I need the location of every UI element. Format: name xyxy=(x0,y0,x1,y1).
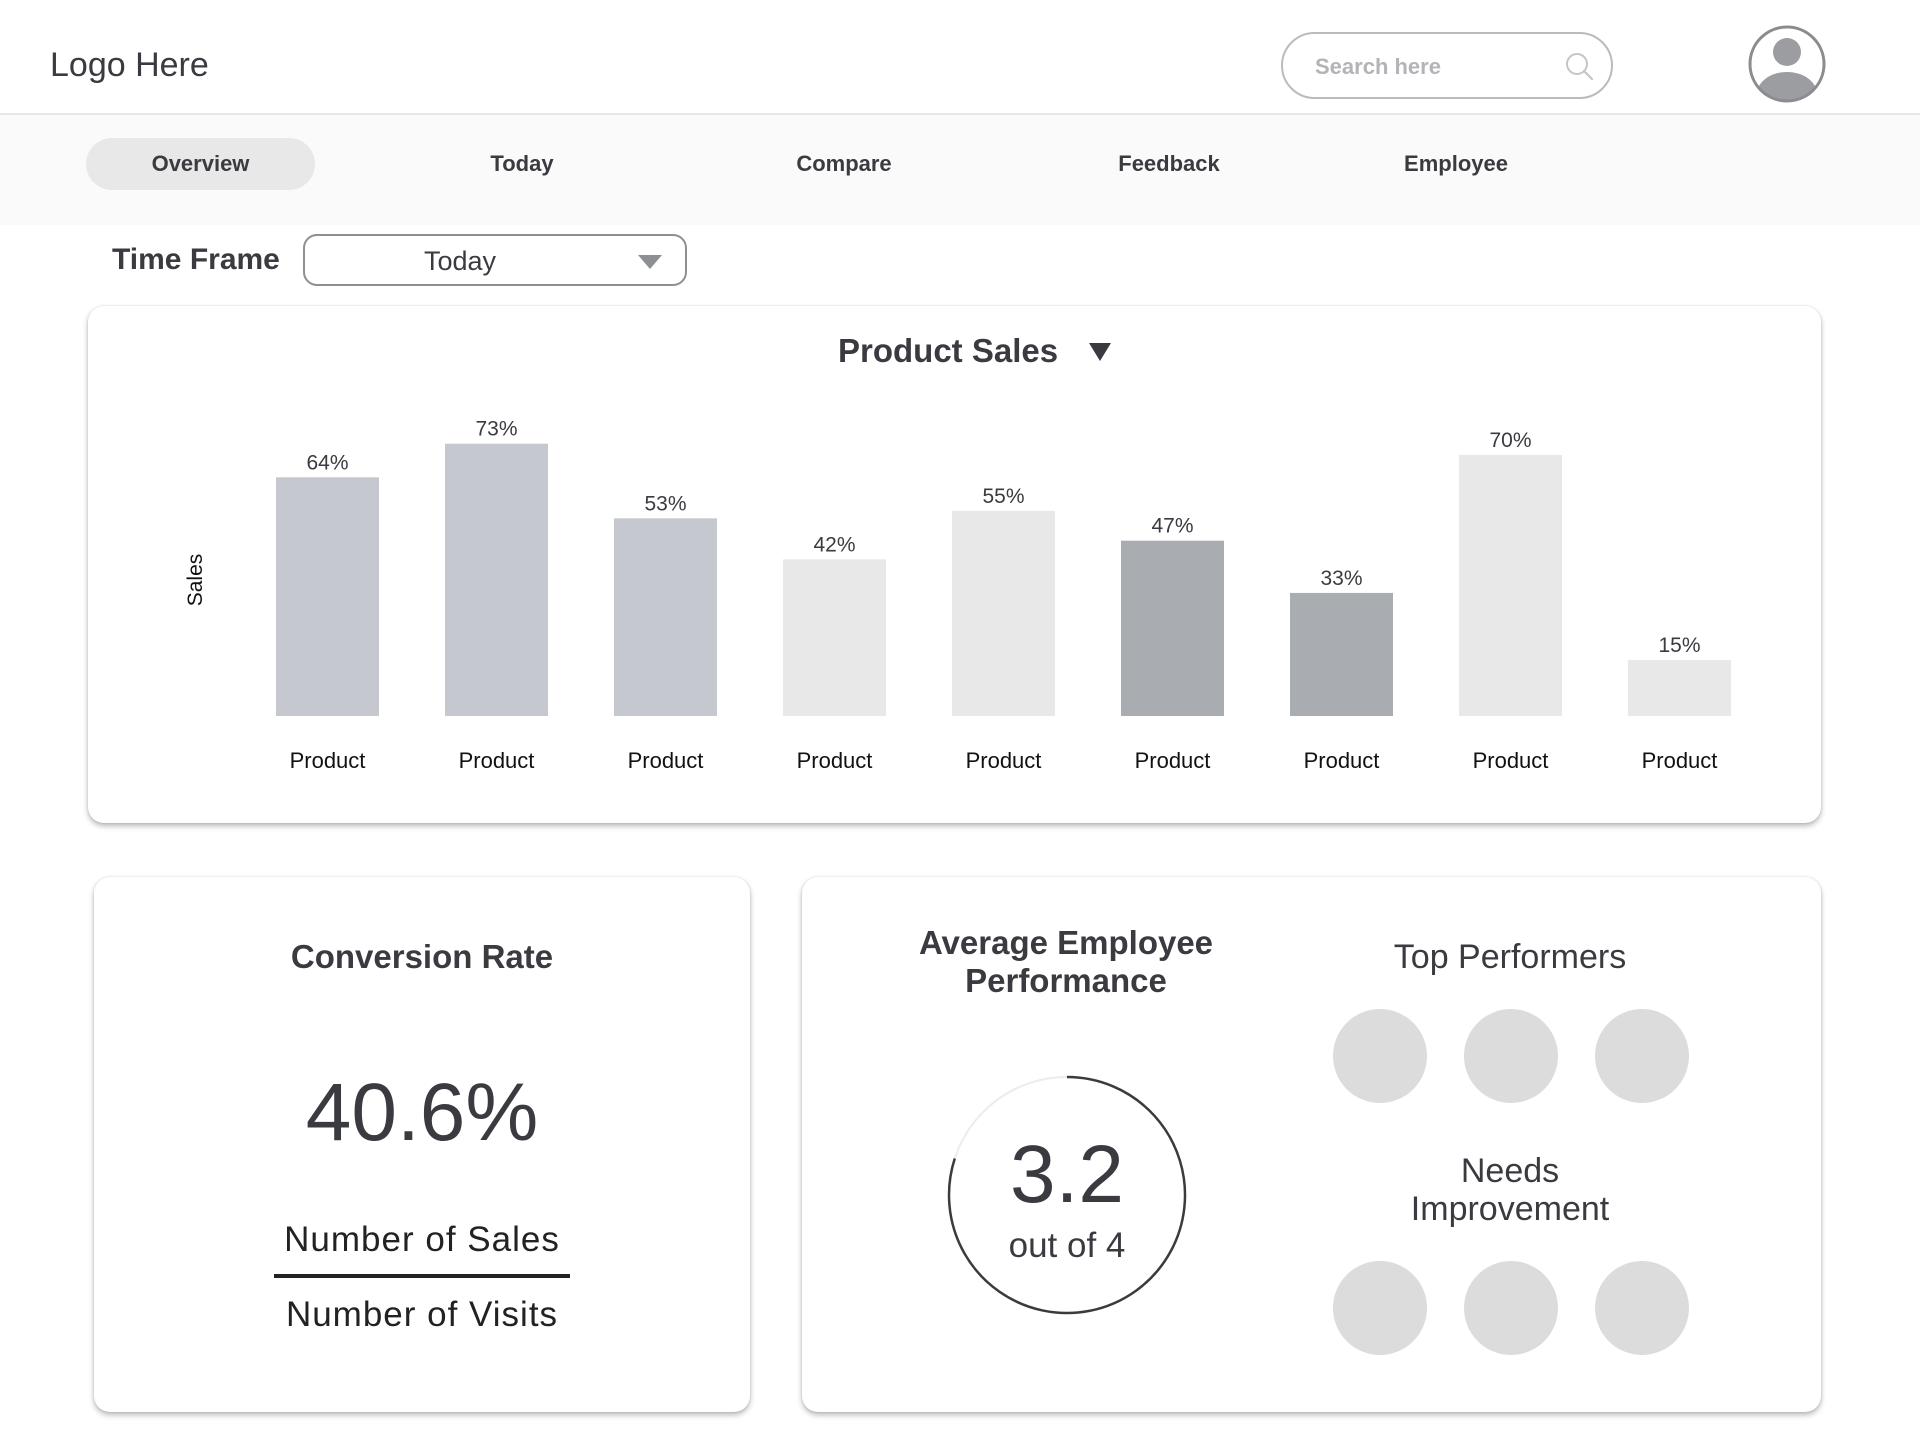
conversion-rate-card xyxy=(94,877,750,1412)
tab-feedback[interactable]: Feedback xyxy=(1118,151,1220,176)
search-box[interactable] xyxy=(1281,32,1613,99)
performance-title: Average Employee Performance xyxy=(866,924,1266,1000)
performance-title-line1: Average Employee xyxy=(918,924,1214,961)
tab-today[interactable]: Today xyxy=(490,151,554,176)
product-sales-chart: Sales 64% Product 73% Product 53% Product 42% P… xyxy=(184,418,1731,773)
chart-title: Product Sales xyxy=(838,332,1059,369)
time-frame-select[interactable]: Today xyxy=(303,234,687,286)
bar-value-label-4: 42% xyxy=(813,533,855,556)
chart-dropdown-icon[interactable] xyxy=(1087,340,1113,364)
performance-title-line2: Performance xyxy=(965,962,1167,999)
chart-y-axis-label: Sales xyxy=(184,554,207,607)
top-performer-avatar[interactable] xyxy=(1595,1009,1689,1103)
category-label-9: Product xyxy=(1642,748,1718,773)
top-performers-title: Top Performers xyxy=(1393,938,1627,976)
performance-score-unit: out of 4 xyxy=(1008,1226,1126,1265)
conversion-numerator: Number of Sales xyxy=(284,1220,560,1259)
time-frame-label: Time Frame xyxy=(112,243,280,276)
bar-value-label-6: 47% xyxy=(1151,515,1193,538)
bar-5[interactable] xyxy=(952,510,1055,716)
bar-value-label-8: 70% xyxy=(1489,429,1531,452)
performance-gauge-arc xyxy=(947,1075,1187,1315)
bar-value-label-2: 73% xyxy=(475,418,517,441)
time-frame-value: Today xyxy=(423,246,497,276)
category-label-3: Product xyxy=(628,748,704,773)
category-label-4: Product xyxy=(797,748,873,773)
performance-score: 3.2 xyxy=(1010,1129,1124,1220)
needs-improvement-avatar[interactable] xyxy=(1595,1261,1689,1355)
nav-bar: Overview Today Compare Feedback Employee xyxy=(0,115,1920,225)
category-label-2: Product xyxy=(459,748,535,773)
bar-value-label-7: 33% xyxy=(1320,567,1362,590)
category-label-8: Product xyxy=(1473,748,1549,773)
conversion-rate-title: Conversion Rate xyxy=(290,938,554,975)
bar-6[interactable] xyxy=(1121,540,1224,716)
category-label-1: Product xyxy=(290,748,366,773)
bar-value-label-3: 53% xyxy=(644,492,686,515)
bar-7[interactable] xyxy=(1290,592,1393,716)
bar-value-label-9: 15% xyxy=(1658,634,1700,657)
bar-9[interactable] xyxy=(1628,660,1731,716)
logo[interactable]: Logo Here xyxy=(50,46,209,84)
needs-improvement-avatar[interactable] xyxy=(1333,1261,1427,1355)
top-performer-avatar[interactable] xyxy=(1333,1009,1427,1103)
needs-improvement-line1: Needs xyxy=(1460,1152,1560,1190)
needs-improvement-title: Needs Improvement xyxy=(1330,1152,1690,1228)
tab-compare[interactable]: Compare xyxy=(796,151,892,176)
needs-improvement-line2: Improvement xyxy=(1410,1190,1610,1228)
category-label-6: Product xyxy=(1135,748,1211,773)
bar-4[interactable] xyxy=(783,559,886,716)
bar-8[interactable] xyxy=(1459,454,1562,716)
user-avatar-icon[interactable] xyxy=(1747,24,1827,104)
bar-3[interactable] xyxy=(614,518,717,716)
top-performer-avatar[interactable] xyxy=(1464,1009,1558,1103)
category-label-5: Product xyxy=(966,748,1042,773)
conversion-denominator: Number of Visits xyxy=(285,1295,559,1334)
fraction-divider xyxy=(274,1274,570,1278)
bar-value-label-1: 64% xyxy=(306,451,348,474)
search-icon[interactable] xyxy=(1563,51,1595,83)
tab-overview[interactable]: Overview xyxy=(86,138,315,190)
header: Logo Here xyxy=(0,0,1920,115)
bar-value-label-5: 55% xyxy=(982,485,1024,508)
bar-2[interactable] xyxy=(445,443,548,716)
performance-gauge xyxy=(947,1075,1187,1315)
tab-employee[interactable]: Employee xyxy=(1404,151,1508,176)
conversion-rate-value: 40.6% xyxy=(305,1067,539,1158)
category-label-7: Product xyxy=(1304,748,1380,773)
needs-improvement-avatar[interactable] xyxy=(1464,1261,1558,1355)
bar-1[interactable] xyxy=(276,477,379,716)
search-input[interactable] xyxy=(1313,46,1557,88)
chevron-down-icon xyxy=(638,255,662,269)
